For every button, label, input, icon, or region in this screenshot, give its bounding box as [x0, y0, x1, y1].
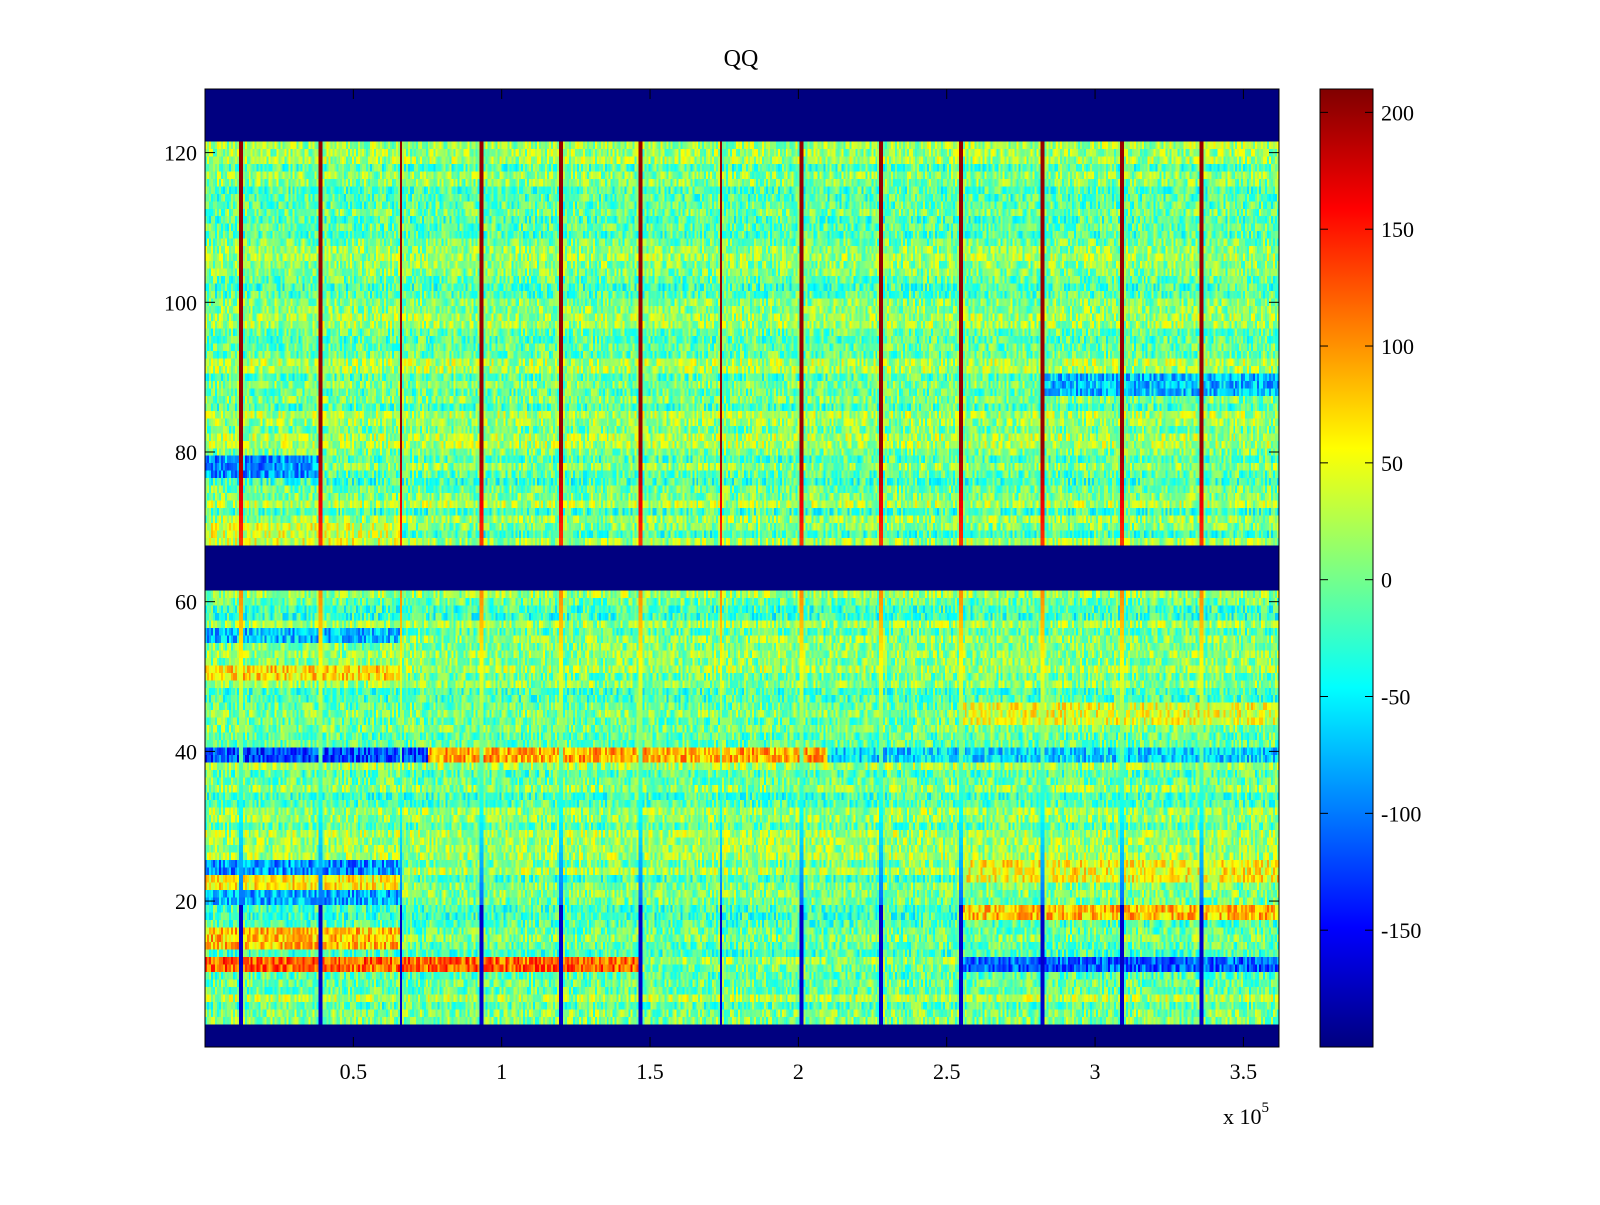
heatmap-image — [205, 89, 1279, 1047]
y-tick-label: 120 — [164, 141, 197, 166]
y-tick-label: 100 — [164, 290, 197, 315]
colorbar-tick-label: 100 — [1381, 334, 1414, 359]
y-tick-label: 80 — [175, 440, 197, 465]
colorbar-tick-label: 50 — [1381, 451, 1403, 476]
x-tick-label: 3.5 — [1230, 1059, 1258, 1084]
y-axis: 20 40 60 80 100 120 — [164, 141, 1279, 914]
colorbar-tick-label: 200 — [1381, 100, 1414, 125]
y-tick-label: 60 — [175, 590, 197, 615]
heatmap-plot-area — [205, 89, 1279, 1047]
colorbar-tick-label: -100 — [1381, 801, 1421, 826]
x-tick-label: 3 — [1090, 1059, 1101, 1084]
x-tick-label: 1 — [496, 1059, 507, 1084]
colorbar: -150 -100 -50 0 50 100 150 200 — [1319, 88, 1421, 1048]
colorbar-ticks: -150 -100 -50 0 50 100 150 200 — [1320, 100, 1421, 943]
x-tick-label: 2 — [793, 1059, 804, 1084]
x-exponent-base: x 10 — [1223, 1104, 1262, 1129]
x-tick-label: 0.5 — [340, 1059, 368, 1084]
x-tick-label: 2.5 — [933, 1059, 961, 1084]
colorbar-tick-label: 150 — [1381, 217, 1414, 242]
plot-frame — [204, 88, 1280, 1048]
x-axis-exponent-label: x 105 — [1223, 1100, 1269, 1129]
y-tick-label: 40 — [175, 739, 197, 764]
x-axis: 0.5 1 1.5 2 2.5 3 3.5 — [340, 89, 1258, 1084]
colorbar-tick-label: 0 — [1381, 568, 1392, 593]
colorbar-tick-label: -50 — [1381, 685, 1410, 710]
x-exponent-power: 5 — [1262, 1100, 1270, 1116]
chart-title: QQ — [724, 46, 759, 72]
y-tick-label: 20 — [175, 889, 197, 914]
colorbar-frame — [1319, 88, 1374, 1048]
colorbar-tick-label: -150 — [1381, 918, 1421, 943]
x-tick-label: 1.5 — [636, 1059, 664, 1084]
colorbar-gradient — [1320, 89, 1373, 1047]
